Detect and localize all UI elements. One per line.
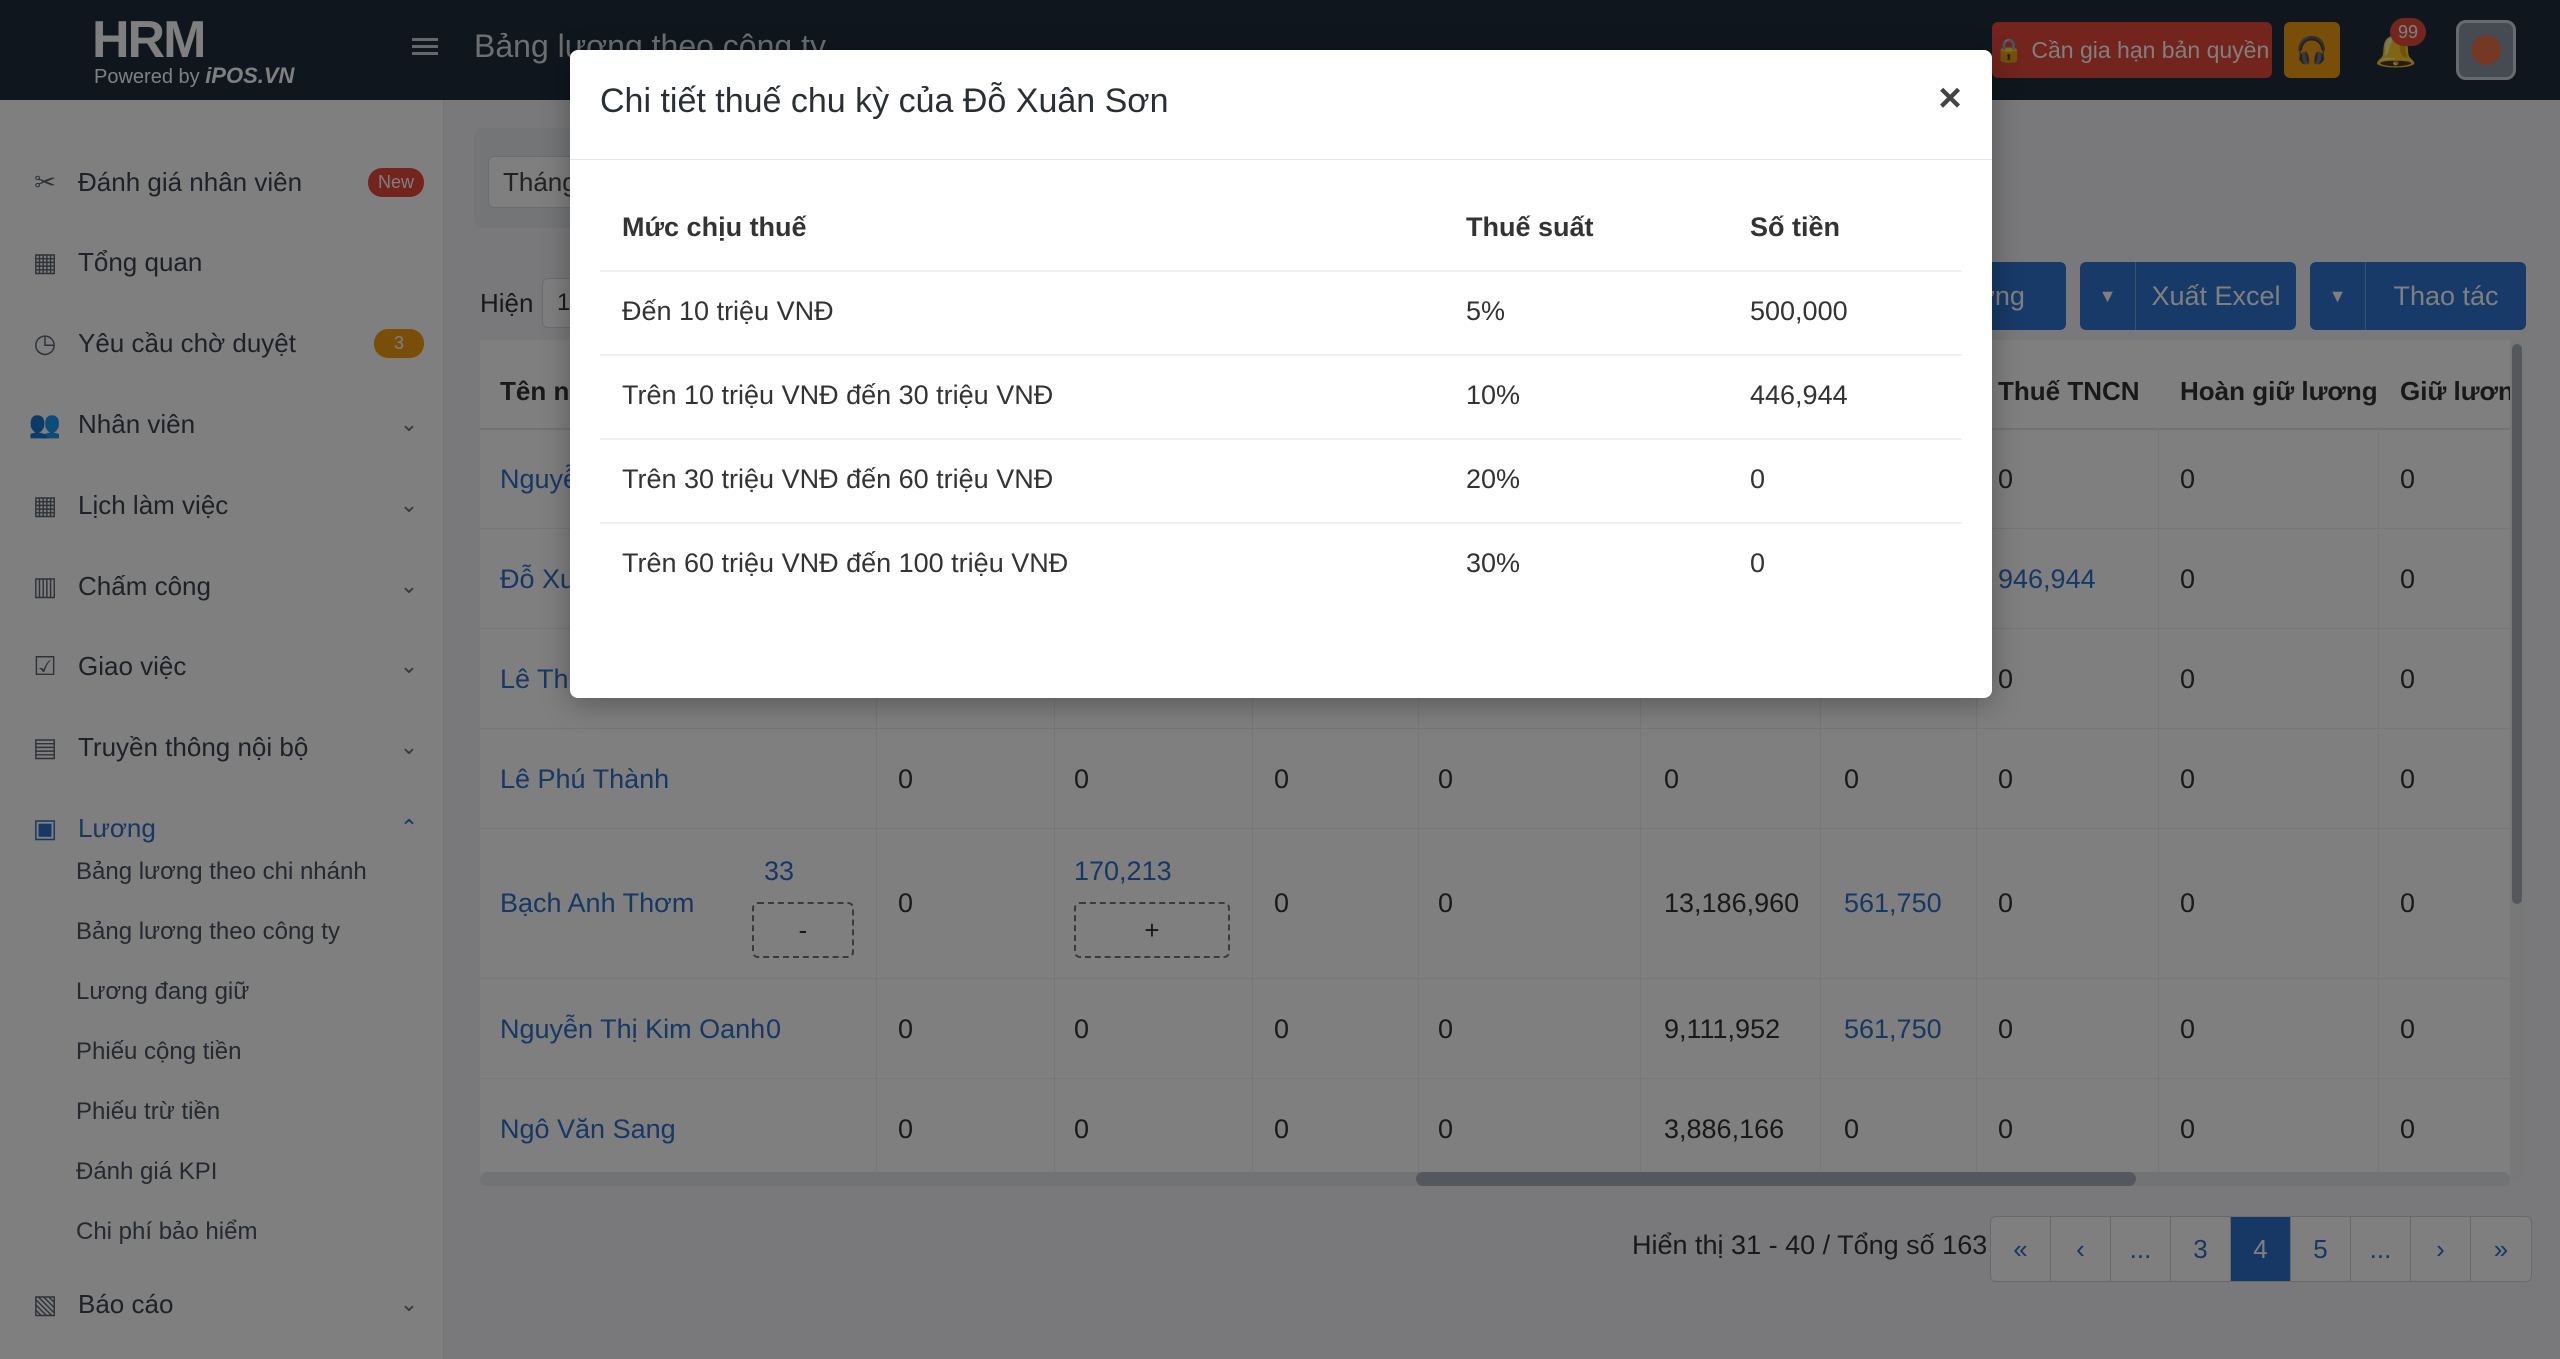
table-row: Trên 60 triệu VNĐ đến 100 triệu VNĐ 30% …	[600, 524, 1962, 608]
tax-level-cell: Trên 10 triệu VNĐ đến 30 triệu VNĐ	[622, 380, 1054, 410]
tax-level-cell: Trên 30 triệu VNĐ đến 60 triệu VNĐ	[622, 464, 1054, 494]
amount-cell: 500,000	[1750, 296, 1848, 326]
tax-rate-cell: 20%	[1466, 464, 1521, 494]
modal-title: Chi tiết thuế chu kỳ của Đỗ Xuân Sơn	[600, 82, 1169, 120]
tax-rate-cell: 5%	[1466, 296, 1506, 326]
column-header-amount: Số tiền	[1750, 212, 1841, 242]
amount-cell: 446,944	[1750, 380, 1848, 410]
tax-level-cell: Đến 10 triệu VNĐ	[622, 296, 834, 326]
table-row: Đến 10 triệu VNĐ 5% 500,000	[600, 272, 1962, 356]
table-row: Trên 30 triệu VNĐ đến 60 triệu VNĐ 20% 0	[600, 440, 1962, 524]
amount-cell: 0	[1750, 548, 1766, 578]
tax-level-cell: Trên 60 triệu VNĐ đến 100 triệu VNĐ	[622, 548, 1069, 578]
close-icon[interactable]: ×	[1938, 76, 1962, 120]
table-row: Trên 10 triệu VNĐ đến 30 triệu VNĐ 10% 4…	[600, 356, 1962, 440]
modal-header: Chi tiết thuế chu kỳ của Đỗ Xuân Sơn ×	[570, 50, 1992, 160]
tax-rate-cell: 10%	[1466, 380, 1521, 410]
column-header-tax-rate: Thuế suất	[1466, 212, 1594, 242]
tax-rate-cell: 30%	[1466, 548, 1521, 578]
amount-cell: 0	[1750, 464, 1766, 494]
tax-table-header: Mức chịu thuế Thuế suất Số tiền	[600, 190, 1962, 272]
column-header-tax-level: Mức chịu thuế	[622, 212, 807, 242]
tax-detail-modal: Chi tiết thuế chu kỳ của Đỗ Xuân Sơn × M…	[570, 50, 1992, 698]
tax-bracket-table: Mức chịu thuế Thuế suất Số tiền Đến 10 t…	[600, 190, 1962, 608]
